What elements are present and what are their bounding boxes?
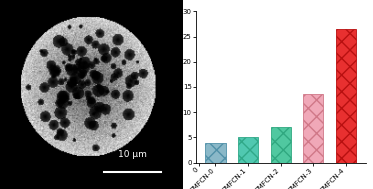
Bar xyxy=(270,127,291,163)
Bar xyxy=(336,29,356,163)
Y-axis label: Mass Activity (mmol g⁻¹ h⁻¹): Mass Activity (mmol g⁻¹ h⁻¹) xyxy=(172,36,180,138)
Bar xyxy=(205,143,226,163)
Text: 10 μm: 10 μm xyxy=(118,150,147,159)
Bar xyxy=(238,137,258,163)
Bar xyxy=(303,94,323,163)
